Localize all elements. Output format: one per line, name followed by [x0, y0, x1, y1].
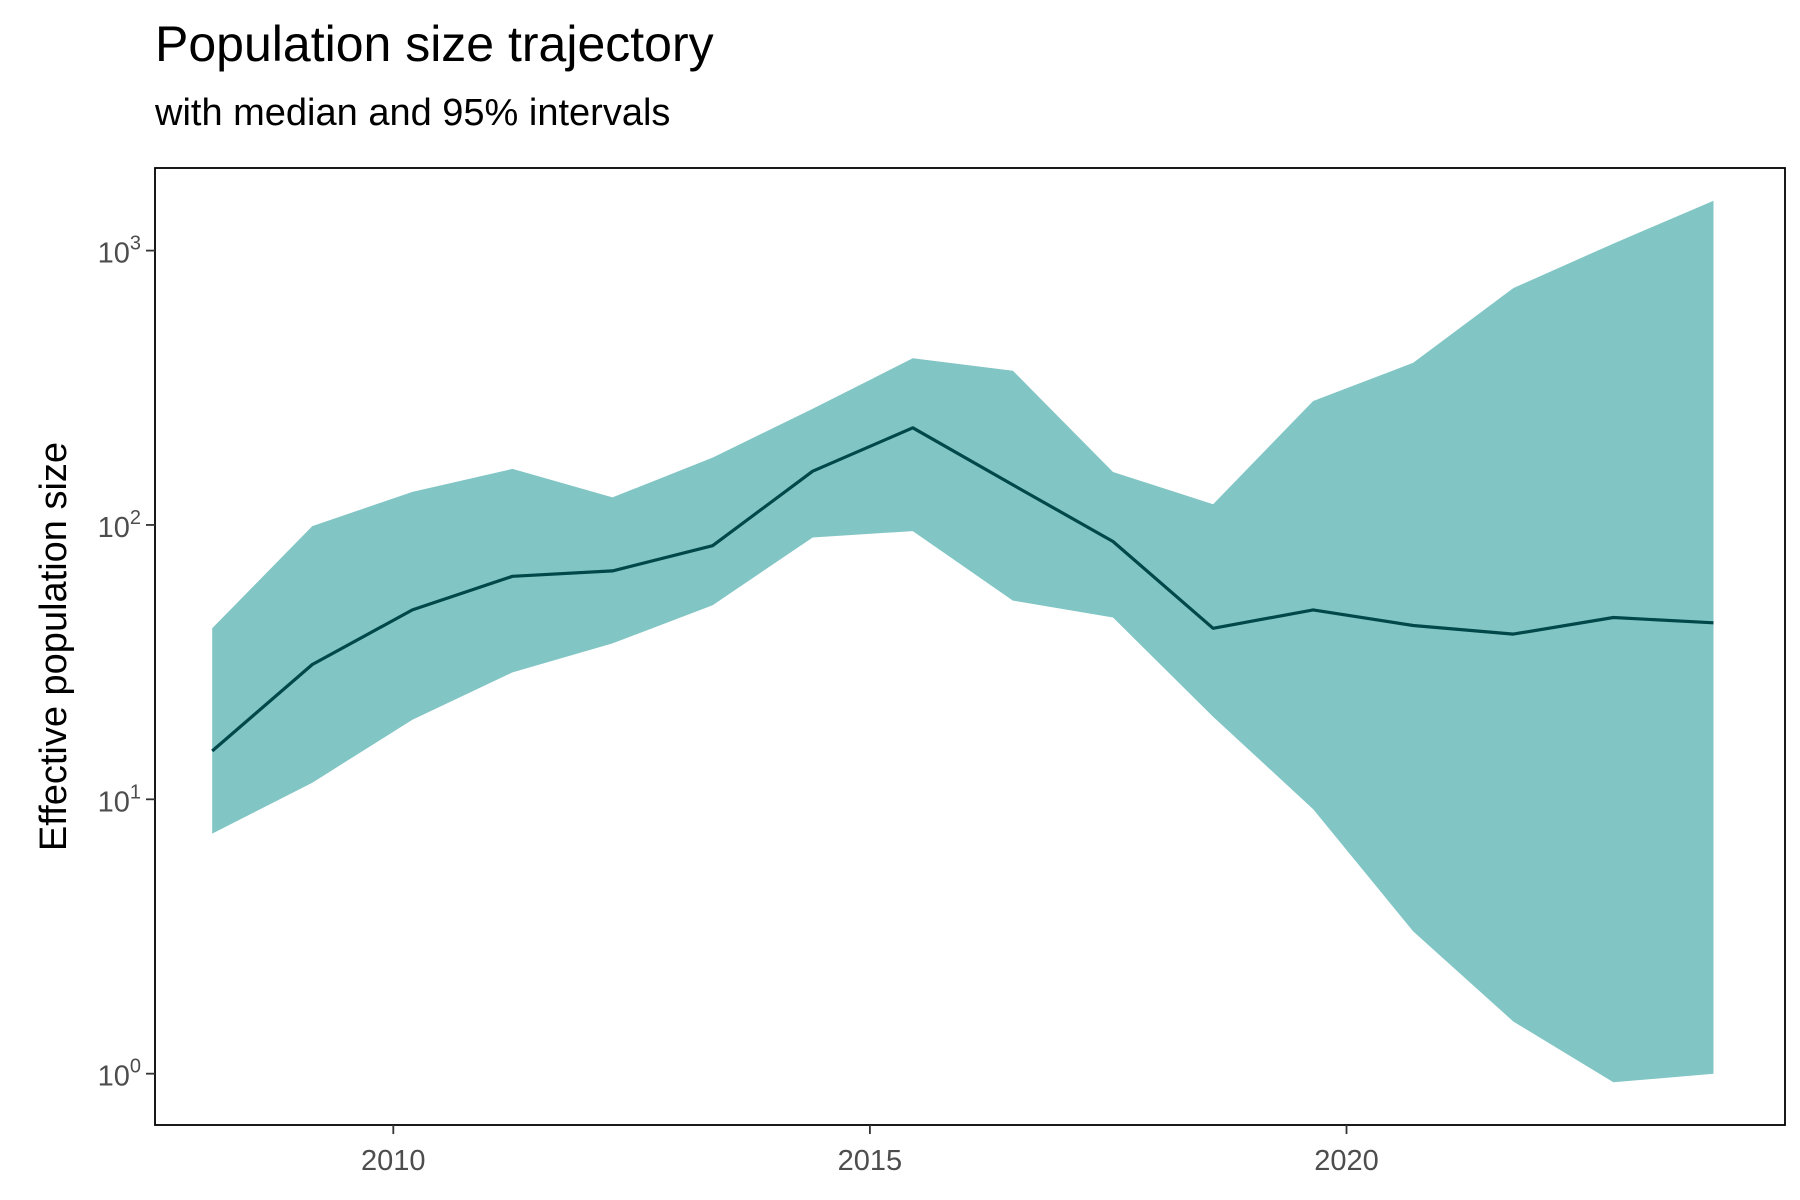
y-axis-title: Effective population size: [33, 442, 75, 851]
x-tick-label: 2015: [838, 1145, 903, 1177]
y-tick-label: 100: [98, 1056, 141, 1093]
x-tick-label: 2010: [361, 1145, 426, 1177]
y-tick-label: 103: [98, 233, 141, 270]
y-tick-label: 101: [98, 781, 141, 818]
y-axis: 100 101 102 103: [98, 233, 155, 1093]
x-tick-label: 2020: [1314, 1145, 1379, 1177]
y-tick-label: 102: [98, 507, 141, 544]
median-layer: [211, 426, 1714, 753]
band-layer: [212, 200, 1714, 1083]
chart-title: Population size trajectory: [155, 16, 714, 72]
panel-border: [154, 167, 1786, 1126]
interval-band: [212, 200, 1714, 1083]
x-axis: 2010 2015 2020: [361, 1125, 1379, 1177]
median-line: [211, 426, 1714, 753]
chart-subtitle: with median and 95% intervals: [155, 92, 671, 134]
